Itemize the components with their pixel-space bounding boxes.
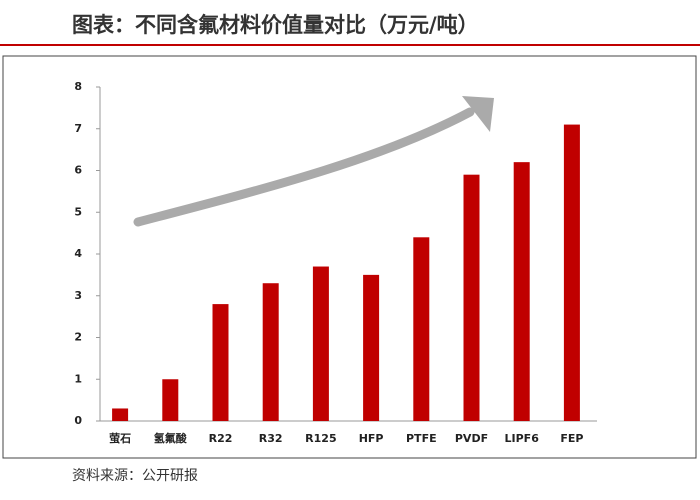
trend-arrow-head — [462, 96, 494, 132]
bar — [112, 408, 129, 421]
x-tick-label: R32 — [259, 432, 283, 445]
y-tick-label: 0 — [74, 414, 82, 427]
chart-title: 图表：不同含氟材料价值量对比（万元/吨） — [72, 13, 479, 37]
y-tick-label: 3 — [74, 289, 82, 302]
bar — [162, 379, 179, 421]
y-tick-label: 7 — [74, 122, 82, 135]
x-tick-label: 萤石 — [109, 431, 131, 445]
x-tick-label: PTFE — [406, 432, 437, 445]
bar — [212, 304, 229, 421]
y-tick-label: 8 — [74, 80, 82, 93]
y-tick-label: 2 — [74, 331, 82, 344]
y-tick-label: 6 — [74, 164, 82, 177]
trend-arrow — [133, 107, 475, 227]
source-note: 资料来源：公开研报 — [72, 468, 198, 484]
x-tick-label: PVDF — [455, 432, 488, 445]
bar — [363, 274, 380, 421]
y-tick-label: 1 — [74, 372, 82, 385]
x-tick-label: R22 — [209, 432, 233, 445]
x-tick-label: FEP — [560, 432, 583, 445]
bar — [262, 283, 279, 421]
bar — [463, 174, 480, 421]
x-tick-label: 氢氟酸 — [154, 431, 188, 445]
bar — [413, 237, 430, 421]
bar — [513, 162, 530, 421]
chart-frame — [2, 55, 697, 459]
bar — [312, 266, 329, 421]
x-tick-label: LIPF6 — [505, 432, 540, 445]
y-tick-label: 4 — [74, 247, 82, 260]
bar — [563, 124, 580, 421]
y-tick-label: 5 — [74, 205, 82, 218]
x-tick-label: HFP — [359, 432, 384, 445]
x-tick-label: R125 — [305, 432, 336, 445]
